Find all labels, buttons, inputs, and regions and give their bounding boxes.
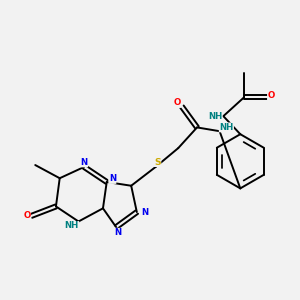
Text: O: O — [23, 211, 31, 220]
Text: N: N — [109, 175, 116, 184]
Text: NH: NH — [64, 221, 79, 230]
Text: N: N — [115, 228, 122, 237]
Text: O: O — [174, 98, 181, 107]
Text: NH: NH — [208, 112, 222, 121]
Text: O: O — [268, 91, 275, 100]
Text: N: N — [81, 158, 88, 167]
Text: NH: NH — [219, 123, 233, 132]
Text: S: S — [154, 158, 161, 166]
Text: N: N — [141, 208, 148, 217]
